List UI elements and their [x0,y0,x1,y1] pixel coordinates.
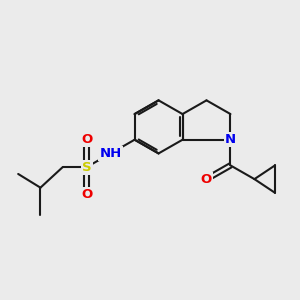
Text: NH: NH [100,147,122,160]
Text: O: O [81,133,92,146]
Text: S: S [82,160,92,174]
Text: N: N [225,133,236,146]
Text: O: O [81,188,92,201]
Text: O: O [201,172,212,186]
